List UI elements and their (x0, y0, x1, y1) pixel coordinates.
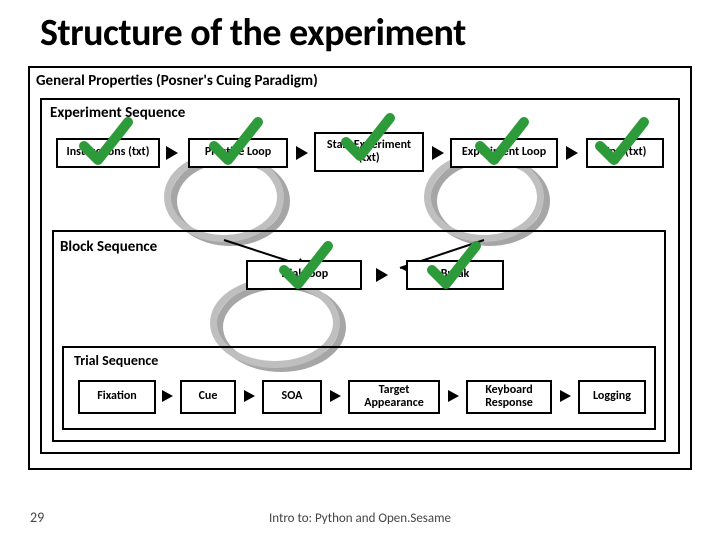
arrow-icon (330, 390, 341, 402)
node-logging: Logging (578, 380, 646, 414)
node-end: End (txt) (586, 138, 664, 168)
arrow-icon (432, 146, 444, 160)
block-sequence-label: Block Sequence (60, 238, 157, 256)
node-break: Break (406, 260, 504, 290)
arrow-icon (296, 146, 308, 160)
page-number: 29 (30, 509, 44, 526)
node-keyboard: Keyboard Response (466, 380, 552, 414)
arrow-icon (244, 390, 255, 402)
node-cue: Cue (180, 380, 236, 414)
node-practice-loop: Practice Loop (188, 138, 288, 168)
node-start-experiment: Start Experiment (txt) (314, 132, 424, 172)
slide-title: Structure of the experiment (40, 10, 466, 56)
node-target: Target Appearance (348, 380, 440, 414)
node-instructions: Instructions (txt) (56, 138, 160, 168)
node-fixation: Fixation (78, 380, 156, 414)
node-trial-loop: Trial Loop (246, 260, 362, 290)
node-experiment-loop: Experiment Loop (450, 138, 558, 168)
slide-root: Structure of the experiment General Prop… (0, 0, 720, 540)
arrow-icon (566, 146, 578, 160)
experiment-sequence-label: Experiment Sequence (50, 104, 185, 122)
arrow-icon (448, 390, 459, 402)
trial-sequence-label: Trial Sequence (74, 352, 158, 369)
arrow-icon (560, 390, 571, 402)
arrow-icon (376, 268, 388, 282)
node-soa: SOA (262, 380, 322, 414)
arrow-icon (162, 390, 173, 402)
general-properties-label: General Properties (Posner's Cuing Parad… (36, 72, 318, 90)
footer-caption: Intro to: Python and Open.Sesame (269, 511, 451, 526)
arrow-icon (166, 146, 178, 160)
